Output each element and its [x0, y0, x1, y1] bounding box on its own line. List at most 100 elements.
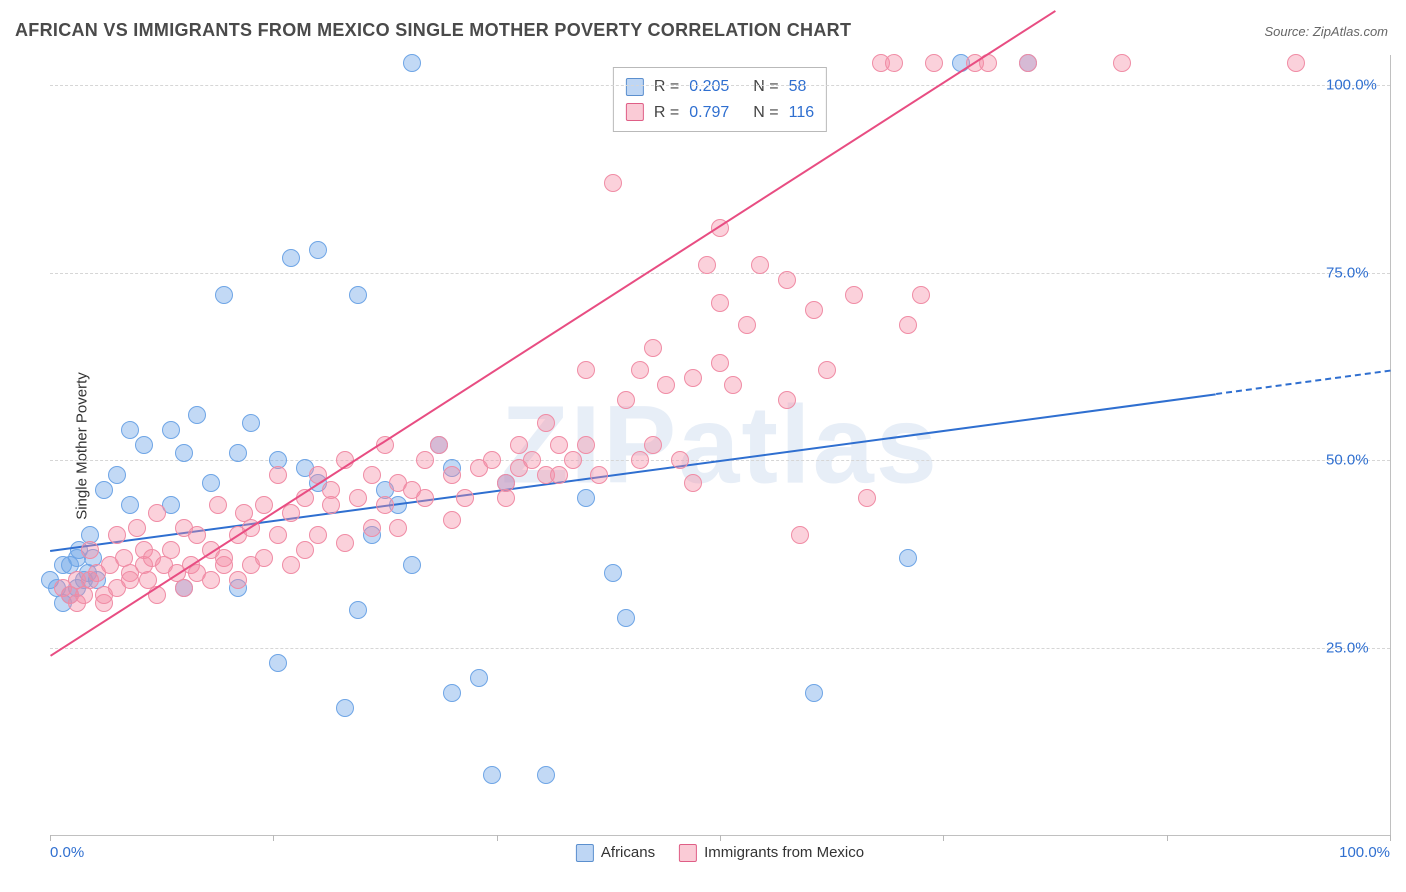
data-point [128, 519, 146, 537]
data-point [684, 369, 702, 387]
data-point [376, 496, 394, 514]
legend-row: R = 0.797N = 116 [626, 100, 814, 126]
data-point [242, 414, 260, 432]
legend-n-value: 58 [789, 74, 807, 100]
chart-container: AFRICAN VS IMMIGRANTS FROM MEXICO SINGLE… [0, 0, 1406, 892]
plot-area: ZIPatlas R = 0.205N = 58R = 0.797N = 116… [50, 55, 1391, 836]
gridline [50, 273, 1390, 274]
data-point [349, 601, 367, 619]
data-point [135, 436, 153, 454]
data-point [269, 466, 287, 484]
data-point [81, 541, 99, 559]
legend-r-label: R = [654, 74, 679, 100]
legend-swatch [576, 844, 594, 862]
data-point [537, 414, 555, 432]
data-point [751, 256, 769, 274]
data-point [577, 489, 595, 507]
data-point [121, 496, 139, 514]
data-point [1019, 54, 1037, 72]
data-point [121, 571, 139, 589]
data-point [363, 519, 381, 537]
data-point [309, 241, 327, 259]
x-tick-mark [720, 835, 721, 841]
data-point [175, 444, 193, 462]
data-point [912, 286, 930, 304]
data-point [349, 286, 367, 304]
data-point [430, 436, 448, 454]
data-point [403, 54, 421, 72]
data-point [403, 556, 421, 574]
data-point [255, 496, 273, 514]
data-point [885, 54, 903, 72]
data-point [443, 511, 461, 529]
data-point [604, 564, 622, 582]
data-point [309, 526, 327, 544]
x-tick-mark [1390, 835, 1391, 841]
x-tick-mark [273, 835, 274, 841]
x-tick-mark [943, 835, 944, 841]
data-point [778, 391, 796, 409]
data-point [791, 526, 809, 544]
data-point [590, 466, 608, 484]
data-point [899, 316, 917, 334]
data-point [483, 451, 501, 469]
data-point [671, 451, 689, 469]
data-point [202, 474, 220, 492]
data-point [577, 436, 595, 454]
data-point [162, 541, 180, 559]
data-point [523, 451, 541, 469]
data-point [188, 406, 206, 424]
data-point [577, 361, 595, 379]
legend-label: Immigrants from Mexico [704, 844, 864, 861]
data-point [631, 361, 649, 379]
data-point [537, 766, 555, 784]
legend-r-value: 0.205 [689, 74, 729, 100]
legend-swatch [626, 78, 644, 96]
data-point [684, 474, 702, 492]
data-point [1113, 54, 1131, 72]
data-point [1287, 54, 1305, 72]
data-point [209, 496, 227, 514]
data-point [416, 489, 434, 507]
data-point [108, 526, 126, 544]
data-point [644, 436, 662, 454]
data-point [483, 766, 501, 784]
x-tick-mark [50, 835, 51, 841]
y-tick-label: 75.0% [1326, 264, 1382, 281]
data-point [899, 549, 917, 567]
data-point [108, 466, 126, 484]
source-label: Source: ZipAtlas.com [1264, 24, 1388, 39]
data-point [470, 669, 488, 687]
data-point [443, 684, 461, 702]
trend-line [50, 393, 1216, 552]
x-tick-label: 0.0% [50, 844, 84, 861]
legend-swatch [679, 844, 697, 862]
data-point [818, 361, 836, 379]
data-point [550, 436, 568, 454]
data-point [724, 376, 742, 394]
data-point [510, 436, 528, 454]
data-point [497, 489, 515, 507]
data-point [443, 466, 461, 484]
y-tick-label: 50.0% [1326, 452, 1382, 469]
legend-n-label: N = [753, 74, 778, 100]
data-point [805, 301, 823, 319]
legend-label: Africans [601, 844, 655, 861]
legend-item: Immigrants from Mexico [679, 844, 864, 862]
data-point [162, 421, 180, 439]
data-point [296, 541, 314, 559]
gridline [50, 85, 1390, 86]
data-point [698, 256, 716, 274]
data-point [416, 451, 434, 469]
data-point [336, 699, 354, 717]
data-point [255, 549, 273, 567]
data-point [282, 249, 300, 267]
data-point [95, 481, 113, 499]
x-tick-label: 100.0% [1339, 844, 1390, 861]
legend-r-value: 0.797 [689, 100, 729, 126]
data-point [617, 391, 635, 409]
legend-row: R = 0.205 N = 58 [626, 74, 814, 100]
data-point [644, 339, 662, 357]
data-point [738, 316, 756, 334]
data-point [858, 489, 876, 507]
